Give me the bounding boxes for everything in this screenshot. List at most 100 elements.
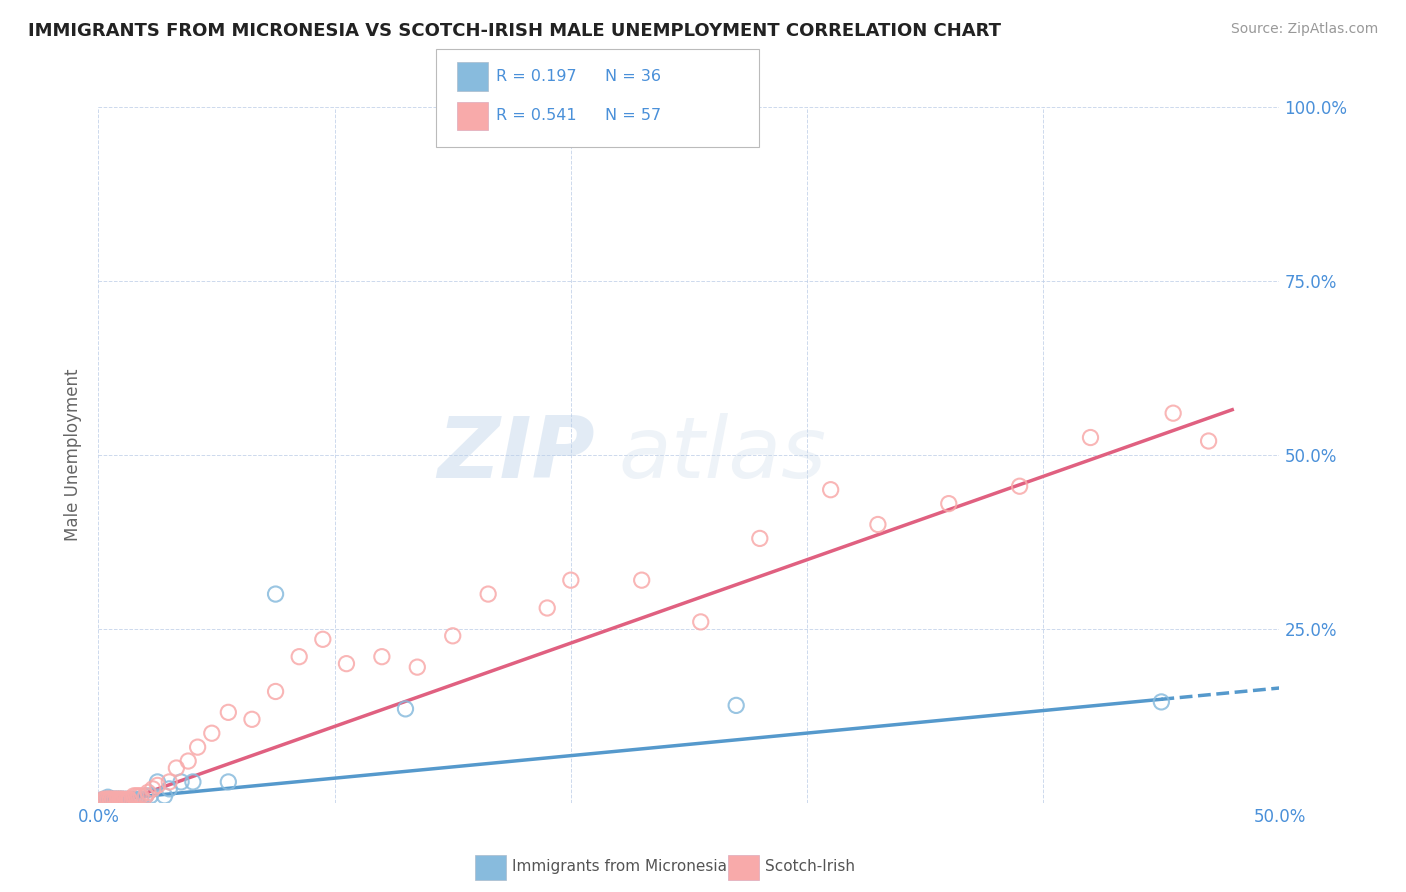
Point xyxy=(129,789,152,803)
Point xyxy=(135,789,157,803)
Point xyxy=(1080,431,1102,445)
Point xyxy=(125,789,148,803)
Point xyxy=(1008,479,1031,493)
Point xyxy=(98,792,121,806)
Point xyxy=(91,792,114,806)
Point xyxy=(101,792,124,806)
Point xyxy=(111,792,134,806)
Point xyxy=(136,785,159,799)
Point xyxy=(938,497,960,511)
Point xyxy=(128,789,150,803)
Point xyxy=(111,792,134,806)
Point xyxy=(104,792,127,806)
Point xyxy=(264,587,287,601)
Point xyxy=(820,483,842,497)
Text: R = 0.197: R = 0.197 xyxy=(496,70,576,84)
Point xyxy=(125,792,148,806)
Text: Scotch-Irish: Scotch-Irish xyxy=(765,859,855,873)
Point xyxy=(142,781,165,796)
Point xyxy=(98,792,121,806)
Point xyxy=(94,792,117,806)
Point xyxy=(122,789,145,803)
Point xyxy=(866,517,889,532)
Point xyxy=(240,712,263,726)
Point xyxy=(1198,434,1220,448)
Point xyxy=(108,792,131,806)
Text: IMMIGRANTS FROM MICRONESIA VS SCOTCH-IRISH MALE UNEMPLOYMENT CORRELATION CHART: IMMIGRANTS FROM MICRONESIA VS SCOTCH-IRI… xyxy=(28,22,1001,40)
Point xyxy=(153,789,176,803)
Point xyxy=(98,792,121,806)
Point xyxy=(129,792,152,806)
Point xyxy=(104,792,127,806)
Point xyxy=(139,789,162,803)
Point xyxy=(201,726,224,740)
Point xyxy=(112,792,135,806)
Point xyxy=(170,775,193,789)
Point xyxy=(94,792,117,806)
Point xyxy=(146,775,169,789)
Point xyxy=(181,775,204,789)
Point xyxy=(264,684,287,698)
Point xyxy=(105,792,128,806)
Point xyxy=(118,792,141,806)
Point xyxy=(98,792,121,806)
Point xyxy=(146,778,169,792)
Point xyxy=(187,740,209,755)
Point xyxy=(135,789,157,803)
Point xyxy=(560,573,582,587)
Point xyxy=(477,587,499,601)
Point xyxy=(689,615,711,629)
Point xyxy=(108,792,131,806)
Point xyxy=(157,775,180,789)
Point xyxy=(108,792,131,806)
Text: Immigrants from Micronesia: Immigrants from Micronesia xyxy=(512,859,727,873)
Point xyxy=(91,792,114,806)
Point xyxy=(725,698,748,713)
Point xyxy=(115,792,138,806)
Point xyxy=(94,792,117,806)
Point xyxy=(121,792,143,806)
Point xyxy=(111,792,134,806)
Point xyxy=(1150,695,1173,709)
Point xyxy=(112,792,135,806)
Text: ZIP: ZIP xyxy=(437,413,595,497)
Point xyxy=(312,632,335,647)
Point xyxy=(97,790,120,805)
Point xyxy=(217,706,239,720)
Point xyxy=(441,629,464,643)
Point xyxy=(748,532,770,546)
Point xyxy=(101,792,124,806)
Point xyxy=(394,702,416,716)
Point xyxy=(111,792,134,806)
Point xyxy=(122,792,145,806)
Point xyxy=(1161,406,1184,420)
Text: Source: ZipAtlas.com: Source: ZipAtlas.com xyxy=(1230,22,1378,37)
Point xyxy=(335,657,357,671)
Point xyxy=(105,792,128,806)
Text: N = 57: N = 57 xyxy=(605,109,661,123)
Point xyxy=(217,775,239,789)
Point xyxy=(105,792,128,806)
Point xyxy=(108,792,131,806)
Point xyxy=(97,792,120,806)
Point xyxy=(536,601,558,615)
Point xyxy=(98,792,121,806)
Point xyxy=(115,792,138,806)
Point xyxy=(157,781,180,796)
Point xyxy=(104,792,127,806)
Text: R = 0.541: R = 0.541 xyxy=(496,109,576,123)
Point xyxy=(101,792,124,806)
Point xyxy=(101,792,124,806)
Y-axis label: Male Unemployment: Male Unemployment xyxy=(65,368,83,541)
Point xyxy=(104,792,127,806)
Point xyxy=(98,792,121,806)
Text: N = 36: N = 36 xyxy=(605,70,661,84)
Point xyxy=(118,792,141,806)
Point xyxy=(165,761,187,775)
Point xyxy=(118,792,141,806)
Point xyxy=(406,660,429,674)
Point xyxy=(97,792,120,806)
Point xyxy=(288,649,311,664)
Text: atlas: atlas xyxy=(619,413,827,497)
Point xyxy=(97,792,120,806)
